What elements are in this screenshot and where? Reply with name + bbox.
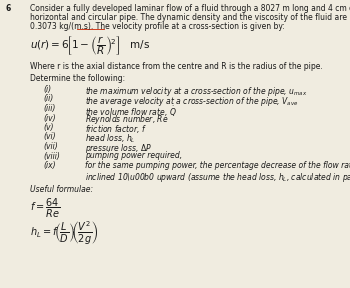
Text: pressure loss, $\Delta P$: pressure loss, $\Delta P$ xyxy=(85,142,152,155)
Text: pumping power required,: pumping power required, xyxy=(85,151,182,160)
Text: Determine the following:: Determine the following: xyxy=(30,74,125,83)
Text: Useful formulae:: Useful formulae: xyxy=(30,185,93,194)
Text: inclined 10\u00b0 upward (assume the head loss, $h_L$, calculated in part (vi) d: inclined 10\u00b0 upward (assume the hea… xyxy=(85,170,350,183)
Text: horizontal and circular pipe. The dynamic density and the viscosity of the fluid: horizontal and circular pipe. The dynami… xyxy=(30,13,350,22)
Text: Consider a fully developed laminar flow of a fluid through a 8027 m long and 4 c: Consider a fully developed laminar flow … xyxy=(30,4,350,13)
Text: (iv): (iv) xyxy=(43,113,56,122)
Text: Reynolds number, $Re$: Reynolds number, $Re$ xyxy=(85,113,169,126)
Text: the maximum velocity at a cross-section of the pipe, $u_{max}$: the maximum velocity at a cross-section … xyxy=(85,85,307,98)
Text: Where r is the axial distance from the centre and R is the radius of the pipe.: Where r is the axial distance from the c… xyxy=(30,62,323,71)
Text: (vi): (vi) xyxy=(43,132,56,141)
Text: 0.3073 kg/(m.s). The velocity profile at a cross-section is given by:: 0.3073 kg/(m.s). The velocity profile at… xyxy=(30,22,285,31)
Text: the volume flow rate, $\dot{Q}$: the volume flow rate, $\dot{Q}$ xyxy=(85,104,177,119)
Text: (viii): (viii) xyxy=(43,151,60,160)
Text: the average velocity at a cross-section of the pipe, $V_{ave}$: the average velocity at a cross-section … xyxy=(85,94,298,107)
Text: (ii): (ii) xyxy=(43,94,53,103)
Text: 6: 6 xyxy=(5,4,10,13)
Text: $f = \dfrac{64}{Re}$: $f = \dfrac{64}{Re}$ xyxy=(30,196,60,219)
Text: (vii): (vii) xyxy=(43,142,58,151)
Text: (ix): (ix) xyxy=(43,161,56,170)
Text: friction factor, $f$: friction factor, $f$ xyxy=(85,123,147,135)
Text: $h_L = f\!\left(\dfrac{L}{D}\right)\!\!\left(\dfrac{V^2}{2g}\right)$: $h_L = f\!\left(\dfrac{L}{D}\right)\!\!\… xyxy=(30,219,99,245)
Text: (v): (v) xyxy=(43,123,54,132)
Text: (i): (i) xyxy=(43,85,51,94)
Text: (iii): (iii) xyxy=(43,104,55,113)
Text: for the same pumping power, the percentage decrease of the flow rate if the pipe: for the same pumping power, the percenta… xyxy=(85,161,350,170)
Text: head loss, $h_L$: head loss, $h_L$ xyxy=(85,132,135,145)
Text: $u(r)= 6\!\left[1 - \left(\dfrac{r}{R}\right)^{\!2}\right]$   m/s: $u(r)= 6\!\left[1 - \left(\dfrac{r}{R}\r… xyxy=(30,34,150,57)
